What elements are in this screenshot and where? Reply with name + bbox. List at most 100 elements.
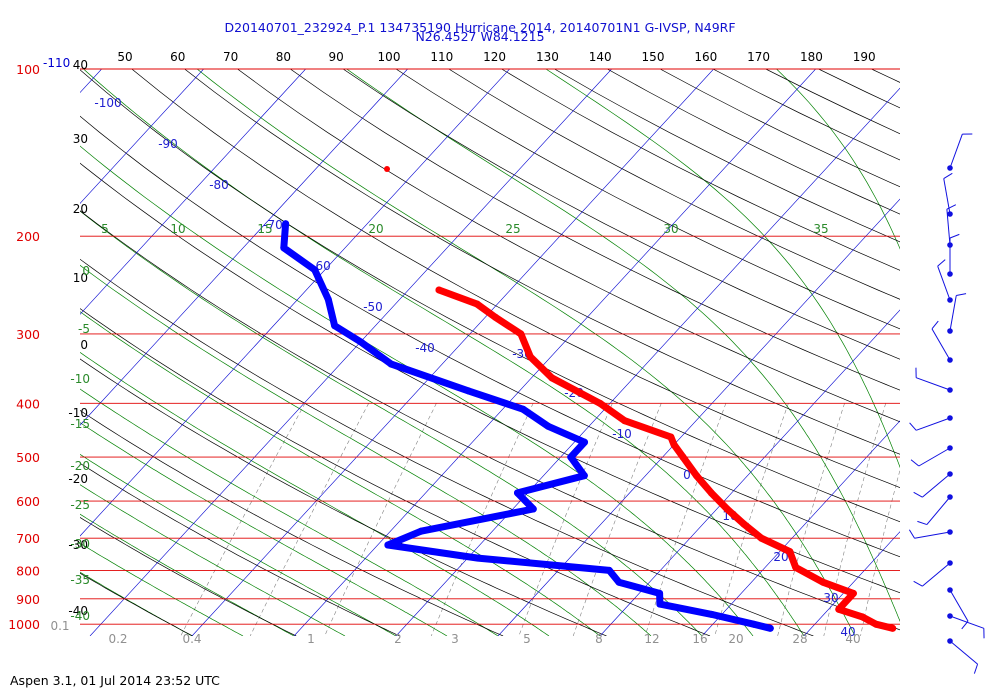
dry-adiabat-line (607, 69, 900, 215)
wind-barb-shaft (926, 496, 951, 525)
wind-barb-shaft (918, 447, 951, 467)
isotherm-label: -100 (94, 96, 121, 110)
moist-adiabat-top-label: 10 (170, 222, 185, 236)
isotherm-line (701, 420, 900, 636)
mixing-ratio-label: 0.4 (182, 632, 201, 646)
theta-left-label: 40 (73, 58, 88, 72)
mixing-ratio-label: 1 (307, 632, 315, 646)
dry-adiabat-line (80, 572, 193, 636)
mixing-ratio-line (823, 403, 886, 636)
mixing-ratio-line (644, 403, 727, 636)
moist-adiabat-line (80, 351, 550, 636)
dry-adiabat-line (80, 517, 297, 636)
temperature-point (621, 417, 629, 425)
moist-adiabat-line (80, 542, 244, 636)
mixing-ratio-line (860, 468, 900, 636)
pressure-label: 300 (16, 327, 40, 342)
isotherm-label: -70 (263, 218, 283, 232)
temperature-point (693, 472, 701, 480)
mixing-ratio-line (430, 403, 534, 636)
theta-left-label: 10 (73, 271, 88, 285)
theta-top-label: 100 (378, 50, 401, 64)
pressure-label: 700 (16, 531, 40, 546)
wind-barb-shaft (949, 615, 984, 629)
theta-top-label: 140 (589, 50, 612, 64)
dewpoint-point (656, 600, 664, 608)
temperature-point (835, 605, 843, 613)
moist-adiabat-line (80, 513, 295, 636)
chart-title: D20140701_232924_P.1 134735190 Hurricane… (224, 20, 736, 35)
pressure-label: 800 (16, 563, 40, 578)
temperature-point (526, 353, 534, 361)
pressure-label: 900 (16, 592, 40, 607)
wind-barb-shaft (916, 377, 951, 391)
isotherm-label: 40 (840, 625, 855, 639)
pressure-label: 100 (16, 62, 40, 77)
dewpoint-point (464, 387, 472, 395)
wind-barb (946, 204, 957, 248)
dewpoint-point (708, 610, 716, 618)
pressure-label: 400 (16, 396, 40, 411)
dry-adiabat-line (924, 69, 1000, 636)
wind-barb-shaft (937, 266, 951, 301)
moist-adiabat-left-label: -15 (70, 417, 90, 431)
mixing-ratio-label: 0.2 (108, 632, 127, 646)
isotherm-line (80, 69, 510, 537)
wind-barb-shaft (916, 417, 951, 431)
dewpoint-point (513, 489, 521, 497)
dewpoint-point (357, 338, 365, 346)
wind-barb (909, 415, 953, 431)
isotherm-line (497, 198, 900, 636)
dewpoint-point (581, 438, 589, 446)
wind-barb-flag (931, 320, 939, 330)
moist-adiabat-left-label: -35 (70, 573, 90, 587)
theta-left-label: -30 (68, 538, 88, 552)
chart-subtitle: N26.4527 W84.1215 (415, 29, 545, 44)
mixing-ratio-label: 12 (644, 632, 659, 646)
isotherm-label: -90 (158, 137, 178, 151)
dewpoint-point (656, 589, 664, 597)
dewpoint-point (750, 620, 758, 628)
dry-adiabat-line (80, 162, 900, 594)
wind-barb-flag (910, 459, 920, 467)
temperature-point (667, 433, 675, 441)
temperature-point (670, 441, 678, 449)
temperature-point (740, 520, 748, 528)
isotherm-line (89, 69, 612, 636)
wind-barb (947, 587, 969, 630)
temperature-point (889, 624, 897, 632)
theta-top-label: 120 (483, 50, 506, 64)
pressure-label: 1000 (8, 617, 40, 632)
isotherm-line (906, 69, 1000, 636)
pressure-label: 500 (16, 450, 40, 465)
dry-adiabat-line (80, 410, 504, 636)
wind-barb-shaft (949, 589, 969, 622)
mixing-ratio-line (979, 403, 1000, 636)
wind-barb-flag (949, 233, 960, 239)
isotherm-label: -50 (363, 300, 383, 314)
temperature-point (517, 330, 525, 338)
dewpoint-point (282, 220, 290, 228)
theta-top-label: 190 (853, 50, 876, 64)
mixing-ratio-label: 0.1 (50, 619, 69, 633)
dewpoint-point (311, 266, 319, 274)
wind-barb-flag (937, 259, 946, 267)
theta-top-label: 70 (223, 50, 238, 64)
temperature-outlier-point (384, 166, 390, 172)
wind-barb-flag (946, 204, 957, 210)
moist-adiabat-line (545, 69, 900, 469)
isotherm-line (803, 531, 900, 636)
moist-adiabat-left-label: -30 (70, 537, 90, 551)
isotherm-line (191, 69, 714, 636)
mixing-ratio-label: 40 (845, 632, 860, 646)
isotherm-label: -80 (209, 178, 229, 192)
wind-barb (931, 320, 953, 363)
temperature-point (849, 589, 857, 597)
wind-barb (913, 560, 953, 587)
theta-left-label: -10 (68, 406, 88, 420)
theta-top-label: 130 (536, 50, 559, 64)
wind-barb-shaft (946, 209, 951, 246)
dewpoint-point (384, 541, 392, 549)
mixing-ratio-line (714, 403, 789, 636)
wind-barb (937, 259, 953, 303)
